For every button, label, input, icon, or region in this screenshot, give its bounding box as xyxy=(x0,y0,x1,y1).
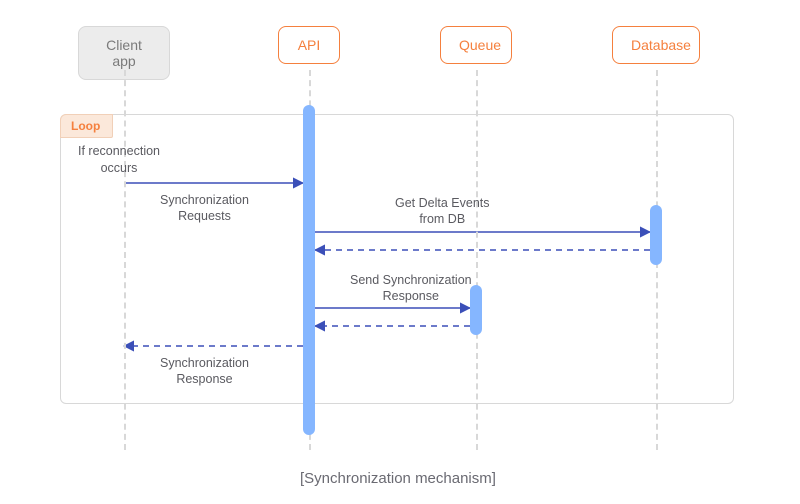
loop-tag: Loop xyxy=(60,114,113,138)
activation-database xyxy=(650,205,662,265)
participant-queue: Queue xyxy=(440,26,512,64)
message-label-m2: Get Delta Events from DB xyxy=(395,195,490,228)
participant-label: Database xyxy=(631,37,691,53)
message-label-m1: Synchronization Requests xyxy=(160,192,249,225)
participant-label: Queue xyxy=(459,37,501,53)
sequence-diagram: Client app API Queue Database Loop If reconne… xyxy=(0,0,800,504)
activation-queue xyxy=(470,285,482,335)
participant-api: API xyxy=(278,26,340,64)
participant-database: Database xyxy=(612,26,700,64)
loop-condition: If reconnection occurs xyxy=(78,143,160,177)
diagram-caption: [Synchronization mechanism] xyxy=(300,470,496,487)
participant-label: Client app xyxy=(106,37,142,69)
message-label-m4: Send Synchronization Response xyxy=(350,272,472,305)
message-label-m6: Synchronization Response xyxy=(160,355,249,388)
activation-api xyxy=(303,105,315,435)
participant-label: API xyxy=(298,37,321,53)
